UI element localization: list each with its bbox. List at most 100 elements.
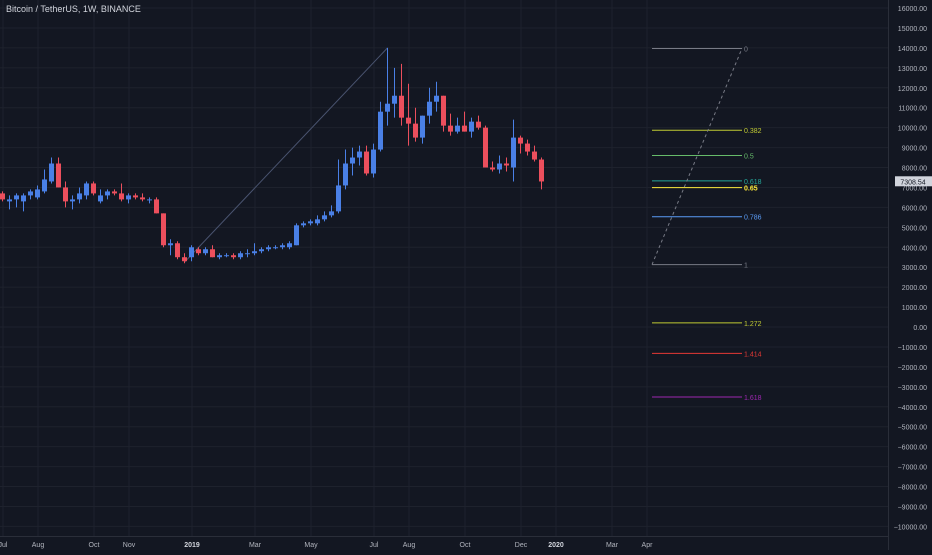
candle [49, 157, 54, 184]
candle [70, 195, 75, 210]
candle-body [385, 103, 390, 112]
candle [119, 183, 124, 202]
candle-body [42, 179, 47, 192]
y-tick-label: −5000.00 [898, 425, 927, 432]
y-tick-label: 9000.00 [902, 146, 927, 153]
candle [385, 47, 390, 126]
candle-body [301, 223, 306, 226]
x-tick-label: Oct [460, 542, 471, 549]
fib-level-label: 0.618 [744, 179, 762, 186]
y-tick-label: 15000.00 [898, 26, 927, 33]
candle-body [434, 95, 439, 102]
candle-body [357, 151, 362, 158]
candle-body [259, 249, 264, 252]
candle [259, 247, 264, 254]
y-tick-label: 16000.00 [898, 6, 927, 13]
y-tick-label: 1000.00 [902, 305, 927, 312]
candle-body [7, 199, 12, 202]
candle-body [413, 123, 418, 138]
candle [238, 251, 243, 260]
candle [140, 193, 145, 202]
candle [168, 239, 173, 256]
x-tick-label: Oct [89, 542, 100, 549]
candle [427, 87, 432, 124]
candle [525, 139, 530, 156]
candle [203, 247, 208, 256]
candle [105, 189, 110, 200]
candle-body [189, 247, 194, 258]
candle [126, 193, 131, 204]
candle [371, 143, 376, 178]
x-tick-label: Mar [606, 542, 619, 549]
grid-lines [0, 0, 888, 536]
candle [399, 63, 404, 126]
candle [490, 161, 495, 172]
y-tick-label: −1000.00 [898, 345, 927, 352]
current-price-box [895, 176, 932, 187]
candles [0, 47, 544, 264]
candle-body [266, 247, 271, 250]
candle-body [378, 111, 383, 150]
candle-body [294, 225, 299, 246]
candle [182, 253, 187, 264]
x-tick-label: Aug [32, 542, 45, 549]
current-price-tag: 7308.54 [895, 176, 932, 187]
candle-body [399, 95, 404, 118]
y-axis-ticks: 16000.00 15000.00 14000.00 13000.00 12000.00… [894, 6, 927, 531]
candle [175, 241, 180, 260]
candle [273, 245, 278, 250]
x-tick-label: Apr [642, 542, 654, 549]
candle-body [315, 219, 320, 224]
candle [147, 197, 152, 204]
candle-body [147, 199, 152, 201]
candle [14, 193, 19, 208]
candle [28, 189, 33, 200]
candle [462, 111, 467, 132]
candle [322, 211, 327, 222]
y-tick-label: −2000.00 [898, 365, 927, 372]
candle-body [56, 163, 61, 188]
candle [539, 157, 544, 190]
candle [56, 157, 61, 188]
current-price-label: 7308.54 [900, 179, 925, 186]
candle-body [420, 115, 425, 138]
y-tick-label: 12000.00 [898, 86, 927, 93]
candle-body [140, 197, 145, 200]
candle-body [490, 167, 495, 170]
fib-level-label: 0.5 [744, 154, 754, 161]
candle-body [182, 257, 187, 262]
fib-level-label: 1.414 [744, 351, 762, 358]
candle-body [252, 251, 257, 254]
y-tick-label: −9000.00 [898, 504, 927, 511]
candle [497, 155, 502, 174]
x-tick-label: Mar [249, 542, 262, 549]
candle-body [112, 191, 117, 194]
y-tick-label: 6000.00 [902, 205, 927, 212]
fib-level-label: 1.272 [744, 321, 762, 328]
candle-body [21, 195, 26, 202]
candle-body [504, 163, 509, 166]
x-tick-label: Jul [370, 542, 379, 549]
candle-body [455, 125, 460, 132]
candle [392, 67, 397, 118]
candle [329, 205, 334, 218]
candle-body [105, 191, 110, 196]
candle-body [91, 183, 96, 194]
candle-body [238, 253, 243, 258]
candle [196, 247, 201, 256]
candle-body [448, 125, 453, 132]
candle-body [224, 255, 229, 257]
fib-level-label: 0 [744, 46, 748, 53]
candle-body [280, 245, 285, 248]
candle-body [273, 247, 278, 249]
candle [343, 149, 348, 190]
candle [91, 181, 96, 196]
candle-body [539, 159, 544, 182]
candle [63, 181, 68, 208]
candle [7, 195, 12, 210]
candle [224, 253, 229, 258]
candle [455, 117, 460, 134]
